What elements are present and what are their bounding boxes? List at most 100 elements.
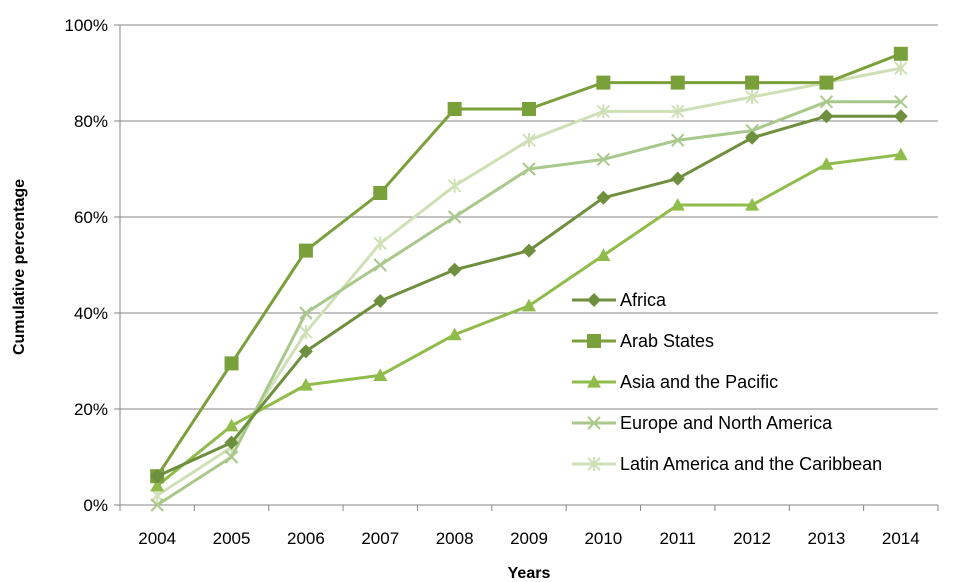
data-point (373, 186, 388, 200)
legend-item-asia-and-the-pacific: Asia and the Pacific (572, 372, 778, 392)
data-point (447, 102, 462, 116)
data-point (447, 210, 462, 224)
data-point-stroke (373, 258, 387, 272)
x-tick-label: 2008 (436, 529, 474, 548)
data-point (745, 75, 760, 90)
y-tick-label: 0% (83, 496, 108, 515)
data-point (522, 243, 536, 258)
y-tick-label: 20% (74, 400, 108, 419)
data-point (447, 327, 462, 341)
data-point (373, 294, 388, 308)
data-point-stroke (299, 306, 313, 320)
x-tick-label: 2010 (584, 529, 622, 548)
data-point-stroke (587, 416, 601, 430)
series-latin-america-and-the-caribbean (150, 61, 908, 503)
data-point-stroke (224, 450, 239, 464)
data-point (745, 198, 760, 211)
data-point (522, 298, 536, 312)
data-point (298, 243, 313, 258)
data-point-stroke (819, 95, 834, 109)
x-tick-label: 2013 (808, 529, 846, 548)
series-africa (150, 109, 908, 484)
legend-item-arab-states: Arab States (572, 331, 714, 351)
y-tick-labels: 0% 20% 40% 60% 80% 100% (65, 16, 108, 515)
data-point-stroke (596, 152, 611, 167)
x-tick-labels: 2004 2005 2006 2007 2008 2009 2010 2011 2012 2013… (138, 529, 919, 548)
data-point-stroke (894, 95, 908, 109)
series-europe-and-north-america (150, 95, 908, 512)
legend-item-africa: Africa (572, 290, 667, 310)
data-point (150, 469, 165, 484)
data-point-stroke (447, 210, 462, 224)
data-point-stroke (522, 162, 536, 176)
x-tick-label: 2007 (361, 529, 399, 548)
data-point (150, 478, 165, 492)
data-point (819, 109, 834, 124)
data-point (587, 293, 601, 307)
data-point (224, 450, 239, 464)
data-point (596, 248, 611, 261)
legend-label: Europe and North America (620, 413, 833, 433)
data-point (373, 368, 388, 381)
data-point (596, 152, 611, 167)
data-point (150, 498, 164, 512)
x-tick-label: 2014 (882, 529, 920, 548)
data-point (373, 236, 387, 251)
data-point (893, 109, 908, 124)
data-point (224, 418, 239, 432)
x-tick-label: 2006 (287, 529, 325, 548)
data-point (894, 61, 908, 76)
data-point (447, 178, 462, 193)
x-tick-label: 2009 (510, 529, 548, 548)
data-point (745, 123, 759, 138)
data-point (893, 46, 908, 61)
data-point (745, 90, 759, 104)
x-tick-label: 2005 (213, 529, 251, 548)
data-point (522, 133, 536, 148)
data-point (596, 104, 611, 119)
data-point (596, 190, 611, 205)
series-group (150, 46, 908, 512)
series-line (156, 153, 902, 487)
legend-label: Africa (620, 290, 667, 310)
data-point-stroke (671, 133, 685, 147)
data-point (819, 95, 834, 109)
y-tick-label: 40% (74, 304, 108, 323)
y-axis-title: Cumulative percentage (11, 179, 28, 355)
legend-label: Latin America and the Caribbean (620, 454, 882, 474)
data-point (447, 262, 462, 277)
x-tick-label: 2004 (138, 529, 176, 548)
axes (119, 25, 939, 511)
legend-item-europe-and-north-america: Europe and North America (572, 413, 833, 433)
legend-label: Arab States (620, 331, 714, 351)
data-point (587, 457, 601, 471)
data-point (893, 147, 908, 161)
x-axis-title: Years (508, 565, 551, 582)
series-asia-and-the-pacific (150, 147, 908, 492)
data-point (596, 75, 611, 90)
x-tick-label: 2011 (659, 529, 696, 548)
data-point (745, 130, 760, 145)
data-point (522, 102, 536, 116)
data-point (522, 162, 536, 176)
data-point (819, 157, 834, 170)
y-tick-label: 100% (65, 16, 108, 35)
data-point (670, 198, 685, 211)
data-point (373, 258, 387, 272)
y-tick-label: 60% (74, 208, 108, 227)
data-point (671, 104, 685, 119)
data-point (299, 325, 313, 340)
x-tick-label: 2012 (733, 529, 771, 548)
legend: Africa Arab States Asia and the Pacific Eur… (572, 290, 882, 474)
data-point (224, 435, 239, 450)
data-point (587, 416, 601, 430)
data-point (670, 171, 685, 186)
legend-item-latin-america-and-the-caribbean: Latin America and the Caribbean (572, 454, 882, 474)
data-point (224, 356, 239, 371)
data-point (299, 306, 313, 320)
data-point (298, 344, 313, 359)
data-point-stroke (745, 123, 759, 138)
data-point (671, 133, 685, 147)
data-point (670, 75, 685, 90)
